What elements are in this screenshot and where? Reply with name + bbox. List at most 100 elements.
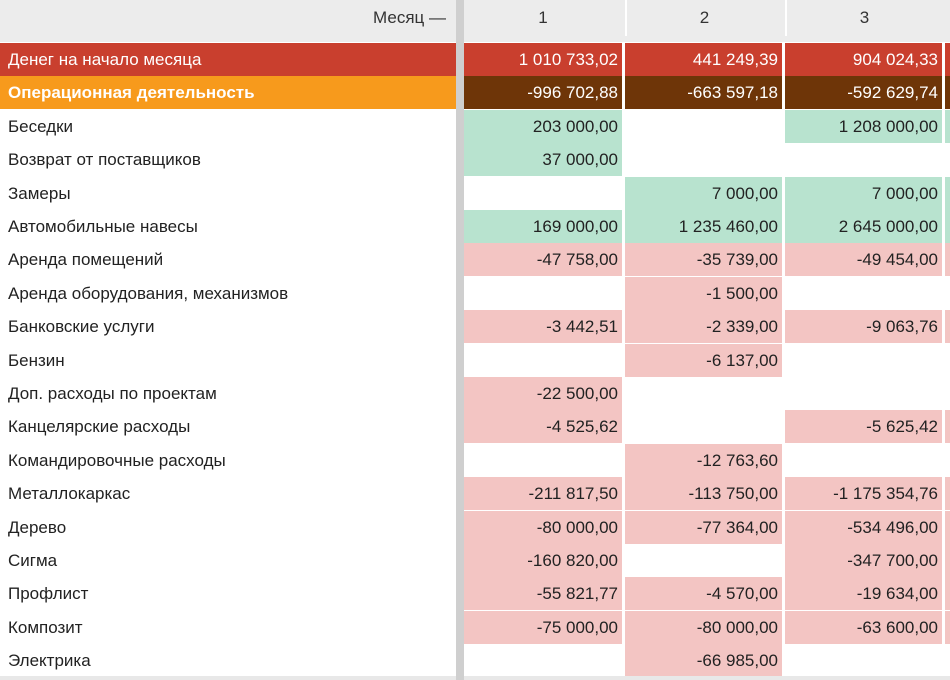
value-cell-month-2[interactable]: 441 249,39	[625, 43, 782, 76]
value-cell-month-2[interactable]: -35 739,00	[625, 243, 782, 277]
value-cell-month-3[interactable]: 7 000,00	[785, 176, 942, 210]
value-cell-month-1[interactable]	[464, 644, 622, 677]
table-row: Электрика -66 985,00	[0, 644, 950, 678]
value-cell-month-1[interactable]	[464, 277, 622, 310]
value-cell-month-1[interactable]	[464, 344, 622, 377]
row-label[interactable]: Замеры	[8, 183, 71, 203]
row-label[interactable]: Металлокаркас	[8, 484, 131, 504]
value-cell-month-1[interactable]: -22 500,00	[464, 377, 622, 410]
value-cell-month-3[interactable]: -5 625,42	[785, 410, 942, 444]
table-row: Сигма -160 820,00 -347 700,00	[0, 544, 950, 577]
value-cell-month-2[interactable]: -2 339,00	[625, 310, 782, 344]
value-cell-month-2[interactable]: -4 570,00	[625, 577, 782, 611]
next-column-edge	[945, 644, 950, 677]
row-label[interactable]: Автомобильные навесы	[8, 217, 198, 236]
next-column-edge	[945, 577, 950, 611]
value-cell-month-1[interactable]: -4 525,62	[464, 410, 622, 444]
value-cell-month-2[interactable]: -80 000,00	[625, 610, 782, 644]
value-cell-month-1[interactable]: -211 817,50	[464, 477, 622, 511]
column-header-1[interactable]: 1	[464, 0, 622, 36]
value-cell-month-1[interactable]: -55 821,77	[464, 577, 622, 611]
table-row: Канцелярские расходы -4 525,62 -5 625,42	[0, 410, 950, 444]
row-label[interactable]: Канцелярские расходы	[8, 417, 191, 437]
row-label[interactable]: Профлист	[8, 584, 89, 604]
value-cell-month-3[interactable]: -49 454,00	[785, 243, 942, 277]
value-cell-month-3[interactable]: -347 700,00	[785, 544, 942, 577]
value-cell-month-1[interactable]: -996 702,88	[464, 76, 622, 110]
row-label[interactable]: Электрика	[8, 651, 91, 671]
row-label[interactable]: Командировочные расходы	[8, 450, 226, 470]
row-label[interactable]: Денег на начало месяца	[0, 43, 456, 76]
value-cell-month-1[interactable]: 1 010 733,02	[464, 43, 622, 76]
row-label[interactable]: Аренда оборудования, механизмов	[8, 283, 289, 303]
table-row: Аренда помещений -47 758,00 -35 739,00 -49 …	[0, 243, 950, 277]
value-cell-month-1[interactable]: 203 000,00	[464, 109, 622, 143]
month-header[interactable]: Месяц —	[0, 0, 456, 36]
value-cell-month-2[interactable]: -1 500,00	[625, 276, 782, 310]
value-cell-month-1[interactable]: -47 758,00	[464, 243, 622, 277]
value-cell-month-1[interactable]: -80 000,00	[464, 510, 622, 544]
value-cell-month-1[interactable]: -160 820,00	[464, 544, 622, 577]
value-cell-month-2[interactable]: -66 985,00	[625, 644, 782, 678]
value-cell-month-3[interactable]: -63 600,00	[785, 610, 942, 644]
table-row: Замеры 7 000,00 7 000,00	[0, 176, 950, 210]
value-cell-month-3[interactable]	[785, 377, 942, 410]
value-cell-month-3[interactable]: -19 634,00	[785, 577, 942, 611]
header-row: Месяц — 1 2 3	[0, 0, 950, 36]
row-label[interactable]: Композит	[8, 617, 83, 637]
next-column-edge	[945, 510, 950, 544]
value-cell-month-3[interactable]: -9 063,76	[785, 310, 942, 344]
next-column-edge	[945, 176, 950, 210]
value-cell-month-2[interactable]: 7 000,00	[625, 176, 782, 210]
row-label[interactable]: Операционная деятельность	[0, 76, 456, 110]
value-cell-month-1[interactable]: -3 442,51	[464, 310, 622, 344]
row-label[interactable]: Возврат от поставщиков	[8, 150, 201, 170]
row-label[interactable]: Бензин	[8, 350, 65, 370]
value-cell-month-3[interactable]	[785, 644, 942, 677]
value-cell-month-1[interactable]	[464, 444, 622, 477]
row-label[interactable]: Дерево	[8, 517, 67, 537]
value-cell-month-3[interactable]: -592 629,74	[785, 76, 942, 110]
value-cell-month-3[interactable]: -1 175 354,76	[785, 477, 942, 511]
header-gap	[0, 36, 950, 42]
table-row: Доп. расходы по проектам -22 500,00	[0, 377, 950, 410]
value-cell-month-3[interactable]: -534 496,00	[785, 510, 942, 544]
value-cell-month-1[interactable]: 37 000,00	[464, 143, 622, 177]
value-cell-month-2[interactable]	[625, 110, 782, 143]
value-cell-month-2[interactable]: -663 597,18	[625, 76, 782, 110]
row-label[interactable]: Банковские услуги	[8, 317, 155, 337]
value-cell-month-2[interactable]: -12 763,60	[625, 443, 782, 477]
row-label[interactable]: Сигма	[8, 551, 58, 570]
value-cell-month-1[interactable]	[464, 177, 622, 210]
value-cell-month-3[interactable]	[785, 277, 942, 310]
table-row: Автомобильные навесы 169 000,00 1 235 460,…	[0, 210, 950, 243]
value-cell-month-2[interactable]	[625, 377, 782, 410]
table-row: Металлокаркас -211 817,50 -113 750,00 -1 17…	[0, 477, 950, 511]
next-column-edge	[945, 310, 950, 344]
row-label[interactable]: Аренда помещений	[8, 250, 164, 270]
value-cell-month-3[interactable]: 1 208 000,00	[785, 109, 942, 143]
value-cell-month-2[interactable]	[625, 143, 782, 176]
value-cell-month-3[interactable]: 904 024,33	[785, 43, 942, 76]
row-label[interactable]: Доп. расходы по проектам	[8, 384, 217, 403]
column-header-2[interactable]: 2	[625, 0, 782, 36]
next-column-edge	[945, 544, 950, 577]
value-cell-month-1[interactable]: -75 000,00	[464, 610, 622, 644]
value-cell-month-3[interactable]	[785, 444, 942, 477]
value-cell-month-2[interactable]: -77 364,00	[625, 510, 782, 544]
value-cell-month-2[interactable]	[625, 410, 782, 443]
value-cell-month-3[interactable]: 2 645 000,00	[785, 210, 942, 243]
value-cell-month-2[interactable]: -6 137,00	[625, 343, 782, 377]
next-column-edge	[945, 277, 950, 310]
column-header-3[interactable]: 3	[785, 0, 942, 36]
value-cell-month-3[interactable]	[785, 143, 942, 176]
value-cell-month-3[interactable]	[785, 344, 942, 377]
value-cell-month-1[interactable]: 169 000,00	[464, 210, 622, 243]
row-label[interactable]: Беседки	[8, 116, 74, 136]
value-cell-month-2[interactable]: -113 750,00	[625, 477, 782, 511]
value-cell-month-2[interactable]: 1 235 460,00	[625, 210, 782, 243]
bottom-divider	[0, 676, 950, 680]
table-row: Бензин -6 137,00	[0, 343, 950, 377]
value-cell-month-2[interactable]	[625, 544, 782, 577]
